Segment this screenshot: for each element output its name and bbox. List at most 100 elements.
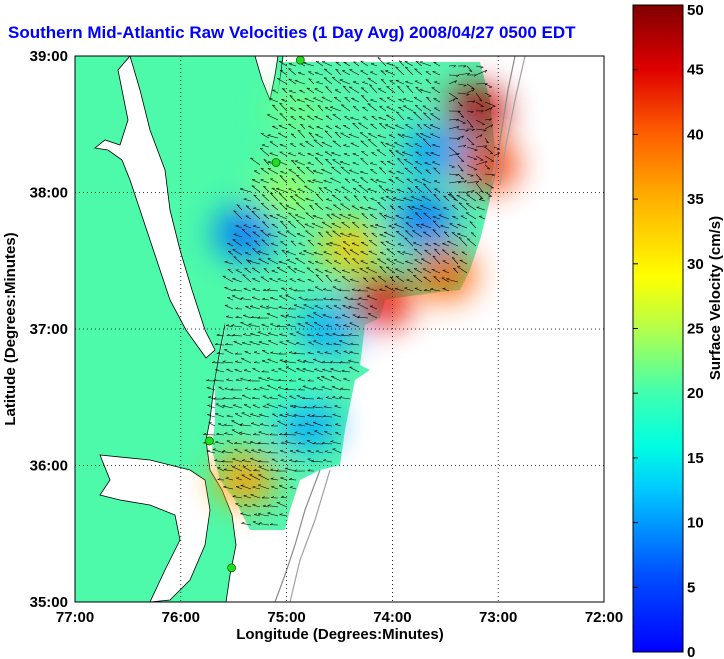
velocity-arrow: [403, 105, 414, 112]
velocity-arrow: [216, 353, 225, 355]
velocity-arrow-head: [302, 396, 306, 399]
velocity-arrow: [243, 224, 252, 229]
velocity-arrow-head: [291, 160, 295, 162]
velocity-arrow: [432, 144, 441, 148]
velocity-arrow: [357, 303, 369, 310]
velocity-arrow: [243, 495, 252, 499]
velocity-arrow: [289, 395, 297, 400]
velocity-arrow: [353, 81, 360, 85]
velocity-arrow: [267, 135, 279, 139]
velocity-arrow: [334, 131, 342, 139]
velocity-arrow-head: [360, 170, 364, 173]
velocity-arrow-head: [267, 233, 271, 235]
velocity-arrow-head: [316, 396, 320, 399]
velocity-arrow: [405, 230, 414, 238]
radar-site-marker: [295, 55, 305, 65]
velocity-arrow: [287, 221, 297, 229]
velocity-arrow-head: [317, 351, 321, 353]
velocity-arrow-head: [339, 396, 343, 398]
velocity-arrow-head: [329, 298, 333, 300]
velocity-arrow: [451, 251, 459, 256]
velocity-arrow-head: [343, 257, 347, 260]
velocity-arrow-head: [325, 324, 329, 326]
velocity-arrow: [279, 102, 288, 112]
velocity-arrow-head: [342, 269, 346, 271]
velocity-arrow: [297, 129, 306, 139]
velocity-arrow: [343, 145, 351, 148]
velocity-arrow: [370, 99, 378, 103]
bathymetry-contour-2: [499, 55, 526, 186]
velocity-arrow: [469, 221, 477, 229]
velocity-arrow: [414, 143, 423, 148]
velocity-arrow-head: [260, 423, 264, 425]
velocity-arrow: [304, 98, 315, 103]
velocity-arrow: [303, 250, 315, 256]
velocity-arrow-head: [349, 350, 353, 353]
velocity-arrow: [206, 414, 216, 418]
velocity-arrow: [277, 394, 288, 400]
velocity-arrow-head: [430, 287, 434, 290]
velocity-arrow: [276, 267, 288, 274]
velocity-arrow: [250, 157, 261, 166]
velocity-arrow-head: [288, 221, 292, 223]
velocity-arrow: [397, 243, 405, 247]
velocity-arrow: [313, 322, 324, 328]
velocity-arrow: [325, 274, 333, 283]
velocity-arrow: [393, 223, 405, 229]
velocity-arrow: [269, 98, 279, 103]
velocity-arrow: [475, 173, 482, 181]
velocity-arrow-head: [399, 60, 403, 63]
velocity-arrow-head: [216, 333, 220, 336]
velocity-arrow-head: [303, 359, 307, 362]
velocity-arrow: [448, 146, 459, 155]
velocity-arrow: [244, 351, 252, 355]
velocity-arrow: [397, 158, 405, 166]
velocity-arrow: [379, 234, 387, 238]
velocity-arrow-head: [342, 85, 346, 88]
velocity-arrow: [404, 287, 414, 292]
velocity-arrow-head: [279, 449, 284, 452]
velocity-arrow: [324, 151, 333, 157]
velocity-arrow: [484, 173, 495, 176]
colorbar: [632, 4, 684, 653]
velocity-arrow-head: [267, 332, 271, 334]
velocity-arrow: [459, 259, 468, 265]
radar-site-marker: [227, 563, 236, 573]
velocity-arrow-head: [289, 450, 293, 452]
velocity-arrow-head: [253, 361, 257, 363]
velocity-arrow: [314, 286, 324, 292]
velocity-arrow: [233, 341, 243, 346]
velocity-arrow: [307, 115, 315, 121]
velocity-arrow: [321, 443, 333, 445]
velocity-arrow: [277, 231, 288, 238]
velocity-arrow: [395, 288, 405, 292]
velocity-arrow: [441, 277, 450, 283]
velocity-arrow-head: [269, 396, 273, 399]
velocity-arrow-head: [322, 414, 326, 417]
velocity-arrow: [303, 62, 315, 67]
velocity-arrow: [305, 141, 315, 148]
velocity-arrow-head: [402, 251, 406, 253]
velocity-arrow: [361, 213, 369, 220]
velocity-arrow: [335, 432, 342, 436]
colorbar-tick-label: 35: [687, 191, 704, 208]
velocity-arrow: [308, 341, 315, 346]
velocity-arrow: [343, 153, 351, 157]
velocity-arrow: [442, 288, 450, 292]
velocity-arrow-head: [270, 242, 274, 244]
velocity-arrow: [254, 514, 261, 517]
velocity-arrow-head: [390, 205, 394, 207]
velocity-arrow: [243, 441, 252, 445]
velocity-arrow-head: [262, 221, 266, 223]
velocity-arrow: [475, 155, 484, 161]
velocity-arrow-head: [334, 279, 338, 281]
velocity-arrow: [261, 360, 270, 364]
velocity-arrow: [330, 106, 342, 112]
velocity-arrow-head: [379, 266, 383, 268]
velocity-arrow: [466, 190, 475, 193]
velocity-arrow-head: [267, 512, 271, 514]
velocity-arrow: [385, 196, 396, 202]
velocity-arrow-head: [405, 230, 409, 232]
velocity-arrow: [393, 259, 405, 265]
velocity-arrow-head: [271, 441, 275, 444]
